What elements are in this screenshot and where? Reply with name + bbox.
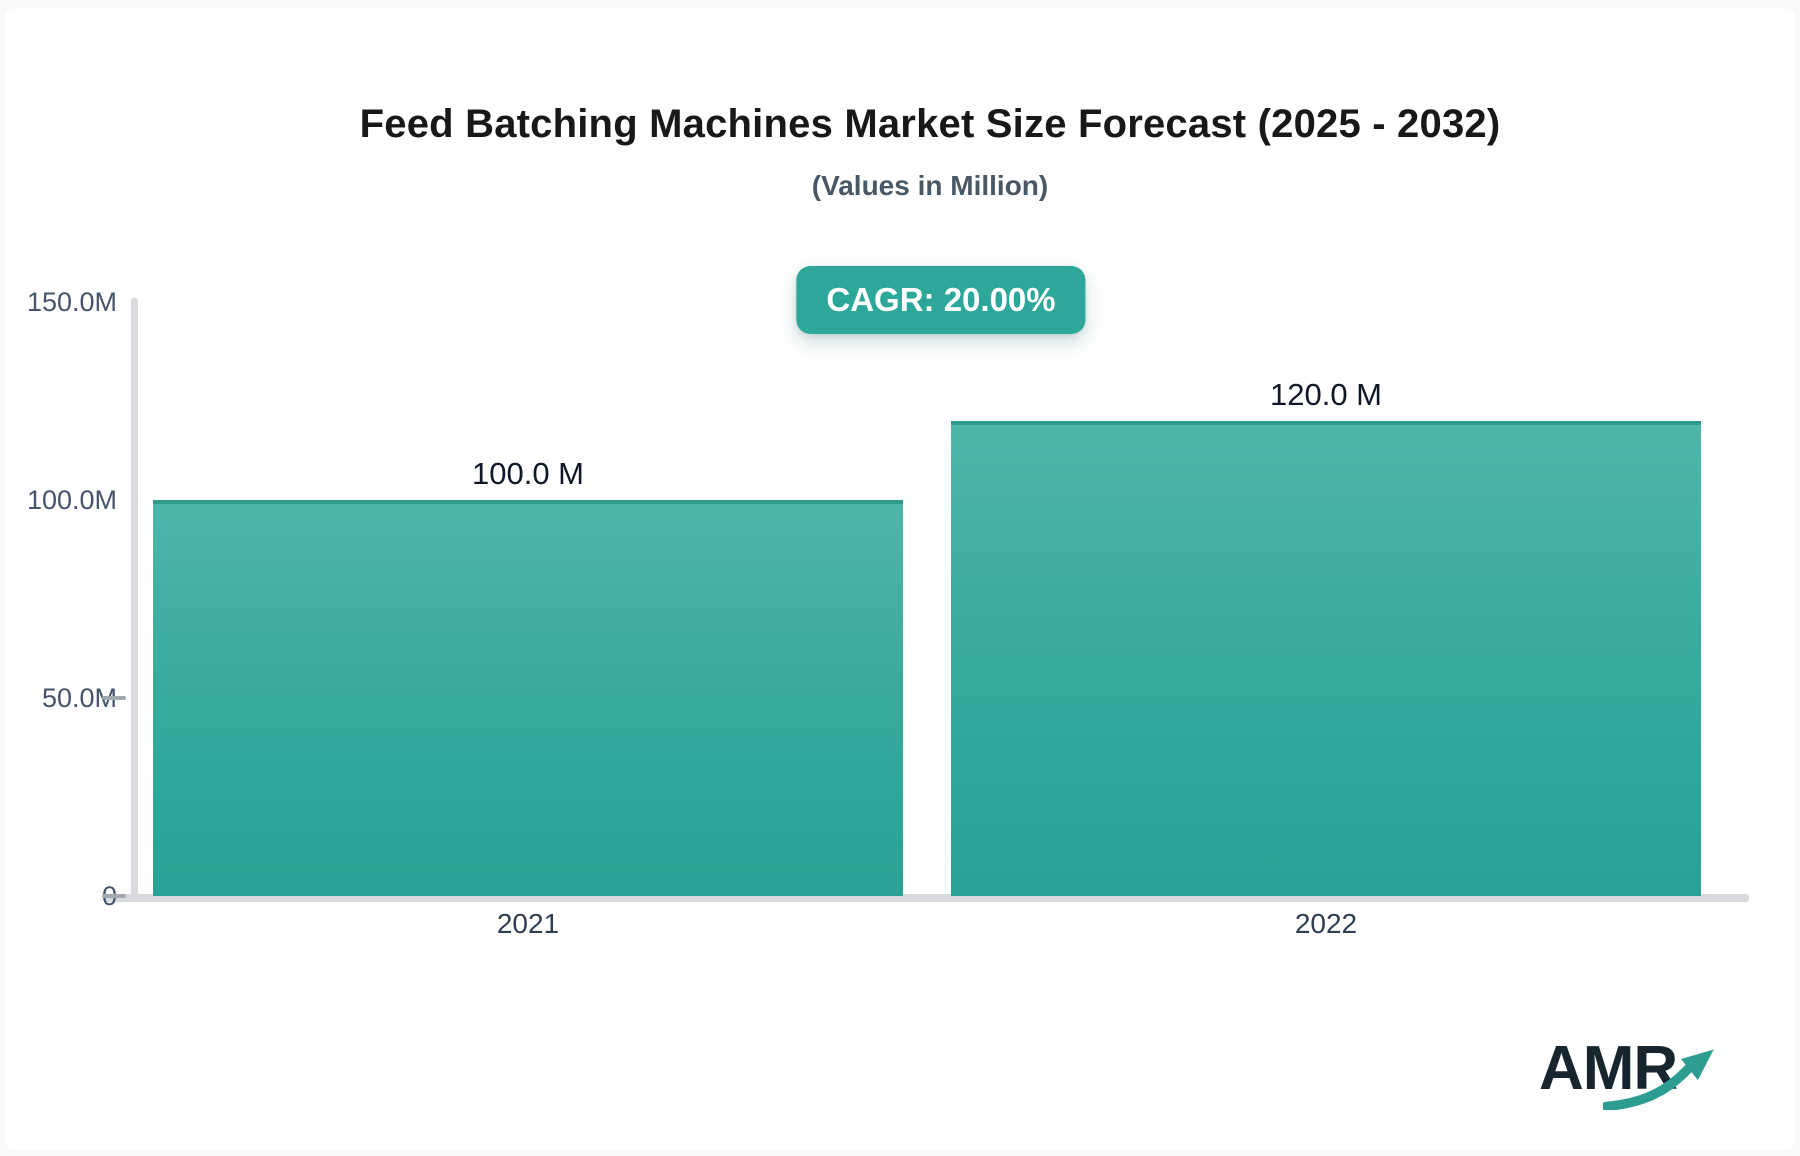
y-tick-label: 0 <box>5 879 117 913</box>
y-tick-label: 50.0M <box>41 683 117 713</box>
y-axis-line <box>131 298 138 900</box>
cagr-badge: CAGR: 20.00% <box>796 266 1086 334</box>
amr-logo: AMR <box>1539 1038 1749 1128</box>
y-tick-label: 150.0M <box>26 287 117 317</box>
x-tick-label: 2022 <box>1294 908 1358 939</box>
bar-value-label: 100.0 M <box>471 456 584 491</box>
x-axis-line <box>103 894 1749 902</box>
bar-2022 <box>951 420 1701 896</box>
bar-value-label: 120.0 M <box>1269 376 1382 412</box>
chart-title: Feed Batching Machines Market Size Forec… <box>359 102 1501 146</box>
bar-2021 <box>153 500 903 896</box>
chart-subtitle: (Values in Million) <box>811 170 1049 201</box>
y-tick-dash <box>102 696 126 700</box>
growth-arrow-icon <box>1603 1049 1714 1110</box>
y-tick-label: 100.0M <box>26 485 117 515</box>
x-tick-label: 2021 <box>496 908 560 939</box>
y-tick-dash <box>102 894 126 898</box>
chart-card: Feed Batching Machines Market Size Forec… <box>5 8 1795 1150</box>
